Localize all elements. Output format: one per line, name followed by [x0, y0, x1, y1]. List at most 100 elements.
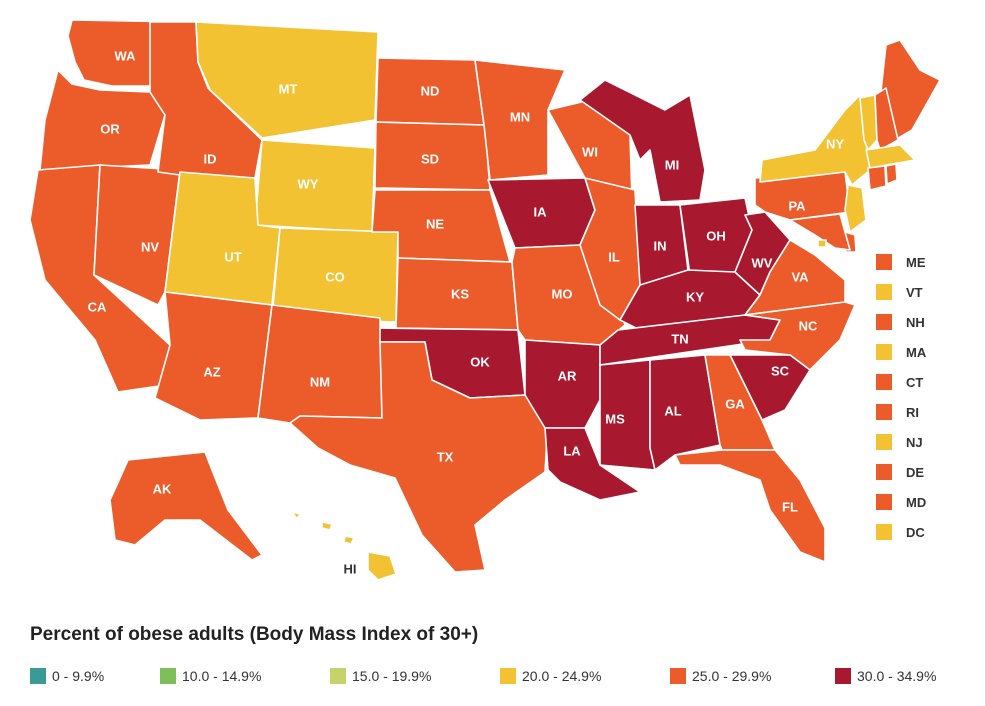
state-label-nc: NC: [799, 318, 818, 333]
state-label-hi: HI: [344, 561, 357, 576]
state-tx: [289, 341, 549, 573]
state-mi: [579, 79, 706, 203]
small-state-swatch: [876, 344, 892, 360]
state-md: [789, 213, 851, 251]
state-label-wi: WI: [582, 144, 598, 159]
state-label-ne: NE: [426, 216, 444, 231]
state-label-mo: MO: [552, 286, 573, 301]
legend-swatch: [30, 668, 46, 684]
state-fl: [674, 449, 826, 563]
state-az: [154, 291, 273, 421]
state-label-ak: AK: [153, 481, 172, 496]
small-state-swatch: [876, 524, 892, 540]
state-ar: [524, 339, 601, 429]
state-label-co: CO: [325, 269, 345, 284]
legend-label: 30.0 - 34.9%: [857, 668, 937, 684]
small-state-item-de: DE: [876, 462, 924, 482]
state-ak: [109, 451, 263, 561]
small-state-label: DE: [906, 464, 925, 480]
state-label-ny: NY: [826, 136, 844, 151]
state-label-tx: TX: [437, 449, 454, 464]
state-label-ia: IA: [534, 204, 548, 219]
state-label-pa: PA: [788, 198, 806, 213]
state-label-nm: NM: [310, 374, 330, 389]
legend-label: 20.0 - 24.9%: [522, 668, 602, 684]
small-state-label: MA: [906, 344, 927, 360]
legend-label: 25.0 - 29.9%: [692, 668, 772, 684]
small-state-label: ME: [906, 254, 926, 270]
state-mn: [474, 59, 566, 181]
state-label-va: VA: [791, 269, 809, 284]
state-label-in: IN: [654, 238, 667, 253]
state-ct: [867, 165, 887, 191]
state-dc: [817, 239, 827, 248]
small-state-item-nj: NJ: [876, 432, 923, 452]
state-vt: [859, 94, 878, 151]
state-label-fl: FL: [782, 499, 798, 514]
small-state-label: CT: [906, 374, 924, 390]
state-mt: [195, 21, 379, 139]
state-label-al: AL: [664, 403, 681, 418]
small-state-swatch: [876, 434, 892, 450]
state-la: [544, 427, 641, 501]
legend-class-1: 10.0 - 14.9%: [160, 665, 261, 687]
state-label-il: IL: [608, 249, 620, 264]
small-state-item-nh: NH: [876, 312, 925, 332]
state-label-sc: SC: [771, 363, 790, 378]
state-label-la: LA: [563, 443, 581, 458]
state-label-wy: WY: [298, 176, 319, 191]
legend-class-2: 15.0 - 19.9%: [330, 665, 431, 687]
small-state-item-ct: CT: [876, 372, 923, 392]
small-state-label: NH: [906, 314, 925, 330]
small-state-swatch: [876, 314, 892, 330]
legend-label: 0 - 9.9%: [52, 668, 105, 684]
small-state-swatch: [876, 254, 892, 270]
state-label-mn: MN: [510, 109, 530, 124]
small-state-swatch: [876, 464, 892, 480]
state-label-ga: GA: [725, 396, 745, 411]
small-state-label: DC: [906, 524, 925, 540]
legend-swatch: [500, 668, 516, 684]
state-label-ok: OK: [470, 354, 490, 369]
small-state-swatch: [876, 284, 892, 300]
state-label-ca: CA: [88, 299, 107, 314]
state-label-ar: AR: [558, 368, 577, 383]
state-ma: [865, 144, 916, 169]
state-label-or: OR: [100, 121, 120, 136]
small-state-item-me: ME: [876, 252, 926, 272]
small-state-item-ma: MA: [876, 342, 926, 362]
small-state-swatch: [876, 404, 892, 420]
legend-swatch: [330, 668, 346, 684]
small-state-item-md: MD: [876, 492, 926, 512]
state-nh: [874, 87, 899, 151]
small-state-label: MD: [906, 494, 927, 510]
small-state-label: VT: [906, 284, 923, 300]
small-state-item-ri: RI: [876, 402, 919, 422]
state-label-id: ID: [204, 151, 217, 166]
legend-label: 10.0 - 14.9%: [182, 668, 262, 684]
state-label-wa: WA: [115, 48, 137, 63]
legend-label: 15.0 - 19.9%: [352, 668, 432, 684]
legend-swatch: [160, 668, 176, 684]
us-obesity-map: WA OR CA NV ID MT WY UT CO AZ NM ND SD NE KS OK TX MN IA MO…: [29, 19, 941, 581]
state-label-nd: ND: [421, 83, 440, 98]
legend-class-3: 20.0 - 24.9%: [500, 665, 601, 687]
legend-classes: 0 - 9.9% 10.0 - 14.9% 15.0 - 19.9% 20.0 - 2…: [30, 665, 980, 687]
state-label-az: AZ: [203, 364, 220, 379]
legend-class-0: 0 - 9.9%: [30, 665, 104, 687]
legend-class-5: 30.0 - 34.9%: [835, 665, 936, 687]
state-label-nv: NV: [141, 239, 159, 254]
state-ny: [759, 94, 871, 186]
small-state-item-dc: DC: [876, 522, 925, 542]
state-label-sd: SD: [421, 151, 439, 166]
small-state-swatch: [876, 494, 892, 510]
legend-swatch: [670, 668, 686, 684]
state-hi: [291, 511, 397, 581]
legend-class-4: 25.0 - 29.9%: [670, 665, 771, 687]
small-state-item-vt: VT: [876, 282, 923, 302]
legend-swatch: [835, 668, 851, 684]
state-label-wv: WV: [752, 255, 773, 270]
state-label-ms: MS: [605, 411, 625, 426]
state-label-ks: KS: [451, 286, 469, 301]
state-nj: [844, 184, 867, 233]
